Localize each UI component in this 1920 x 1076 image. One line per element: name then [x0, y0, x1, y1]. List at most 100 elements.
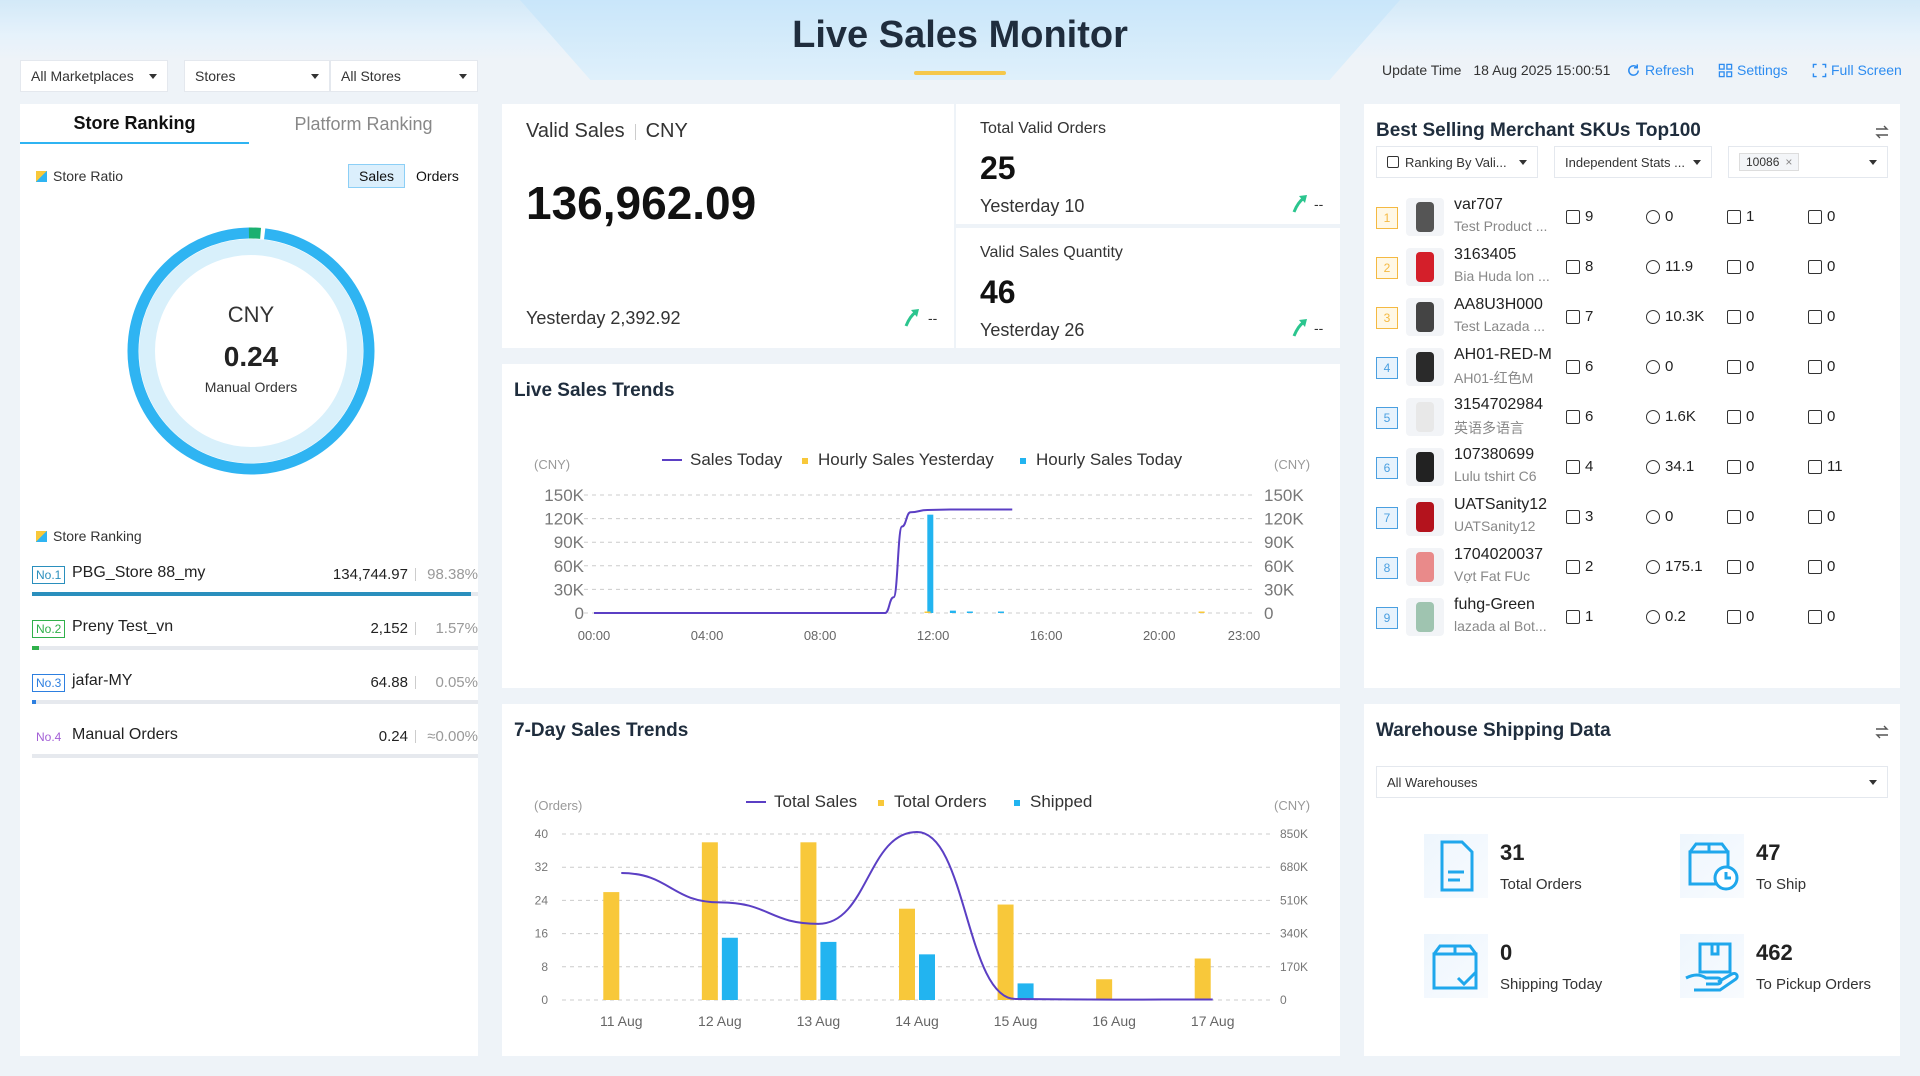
legend-label[interactable]: Sales Today [690, 450, 783, 469]
total-orders-card: Total Valid Orders 25 Yesterday 10 -- [956, 104, 1340, 224]
y-tick-left: 0 [541, 993, 548, 1007]
document-icon [1424, 834, 1488, 898]
refresh-button[interactable]: Refresh [1626, 60, 1694, 80]
refresh-icon [1628, 63, 1639, 76]
sku-stock-value: 1 [1746, 208, 1755, 225]
product-thumbnail [1406, 198, 1444, 236]
x-tick: 16:00 [1030, 628, 1063, 643]
stores-select[interactable]: All Stores [330, 60, 478, 92]
x-tick: 04:00 [691, 628, 724, 643]
close-icon[interactable]: × [1785, 155, 1793, 169]
rank-store-name: jafar-MY [72, 672, 133, 689]
sku-product-name: Test Lazada ... [1454, 318, 1546, 334]
warehouse-select[interactable]: All Warehouses [1376, 766, 1888, 798]
sku-row[interactable]: 7 UATSanity12 UATSanity12 3 0 0 0 [1376, 492, 1894, 542]
total-orders-change: -- [1314, 196, 1324, 212]
sku-return-value: 0 [1827, 558, 1836, 575]
sku-code: 1704020037 [1454, 546, 1543, 563]
legend-label[interactable]: Shipped [1030, 792, 1092, 811]
bar-shipped [721, 937, 738, 1000]
sku-stock-value: 0 [1746, 458, 1755, 475]
sku-row[interactable]: 3 AA8U3H000 Test Lazada ... 7 10.3K 0 0 [1376, 292, 1894, 342]
sku-return-metric: 0 [1808, 558, 1835, 575]
rank-store-value: 0.24 [378, 728, 408, 745]
y-tick-left: 120K [544, 510, 584, 529]
order-icon [1566, 609, 1580, 624]
sku-row[interactable]: 4 AH01-RED-M AH01-红色M 6 0 0 0 [1376, 342, 1894, 392]
legend-label[interactable]: Hourly Sales Yesterday [818, 450, 994, 469]
y-tick-right: 340K [1280, 927, 1308, 941]
bar-hourly-today [997, 611, 1004, 613]
swap-icon[interactable] [1874, 124, 1890, 140]
sku-stock-value: 0 [1746, 358, 1755, 375]
rank-store-name: Preny Test_vn [72, 618, 174, 635]
currency-icon [1646, 359, 1660, 374]
marketplace-select[interactable]: All Marketplaces [20, 60, 168, 92]
valid-sales-card: Valid Sales CNY 136,962.09 Yesterday 2,3… [502, 104, 954, 348]
sku-orders-metric: 6 [1566, 358, 1593, 375]
bar-total-orders [1096, 979, 1113, 1000]
sku-code: 3154702984 [1454, 396, 1543, 413]
rank-bar-fill [32, 592, 471, 596]
toggle-orders[interactable]: Orders [405, 164, 470, 188]
section-marker-icon [36, 530, 47, 542]
rank-store-pct: ≈0.00% [427, 728, 478, 745]
sku-row[interactable]: 6 107380699 Lulu tshirt C6 4 34.1 0 11 [1376, 442, 1894, 492]
valid-sales-value: 136,962.09 [526, 177, 757, 229]
seven-day-trends-panel: 7-Day Sales Trends (Orders) (CNY) Total Sa… [502, 704, 1340, 1056]
sku-orders-metric: 9 [1566, 208, 1593, 225]
total-sales-line [621, 831, 1213, 1001]
sku-stock-metric: 0 [1727, 408, 1754, 425]
sales-quantity-change: -- [1314, 320, 1324, 336]
sku-row[interactable]: 5 3154702984 英语多语言 6 1.6K 0 0 [1376, 392, 1894, 442]
chevron-down-icon [311, 73, 319, 79]
toggle-sales[interactable]: Sales [348, 164, 406, 188]
x-tick: 20:00 [1143, 628, 1176, 643]
bar-shipped [919, 954, 935, 1000]
sku-orders-metric: 1 [1566, 608, 1593, 625]
stores-select-value: All Stores [341, 68, 401, 84]
chevron-down-icon [1519, 159, 1527, 165]
fullscreen-button[interactable]: Full Screen [1812, 60, 1902, 80]
settings-button[interactable]: Settings [1718, 60, 1788, 80]
product-thumbnail [1406, 248, 1444, 286]
sku-orders-value: 8 [1585, 258, 1594, 275]
sku-orders-metric: 7 [1566, 308, 1593, 325]
x-tick: 08:00 [804, 628, 837, 643]
sku-code: var707 [1454, 196, 1503, 213]
tab-platform-ranking[interactable]: Platform Ranking [294, 113, 433, 134]
ranking-by-select[interactable]: Ranking By Vali... [1376, 146, 1538, 178]
legend-label[interactable]: Total Orders [894, 792, 987, 811]
y-tick-right: 0 [1280, 993, 1287, 1007]
sku-return-value: 0 [1827, 308, 1836, 325]
store-ratio-label: Store Ratio [53, 168, 124, 184]
chevron-down-icon [459, 73, 467, 79]
sku-sales-metric: 34.1 [1646, 458, 1694, 475]
stats-mode-select[interactable]: Independent Stats ... [1554, 146, 1712, 178]
sku-orders-metric: 4 [1566, 458, 1593, 475]
store-type-select[interactable]: Stores [184, 60, 330, 92]
sku-return-metric: 0 [1808, 258, 1835, 275]
x-tick: 12 Aug [698, 1013, 742, 1029]
tag-filter-select[interactable]: 10086 × [1728, 146, 1888, 178]
sku-return-metric: 0 [1808, 358, 1835, 375]
legend-label[interactable]: Hourly Sales Today [1036, 450, 1183, 469]
legend-label[interactable]: Total Sales [774, 792, 857, 811]
tab-store-ranking[interactable]: Store Ranking [20, 104, 249, 144]
sku-row[interactable]: 2 3163405 Bia Huda lon ... 8 11.9 0 0 [1376, 242, 1894, 292]
y-tick-right: 90K [1264, 533, 1295, 552]
wh-shipping-today-value: 0 [1500, 940, 1513, 965]
sku-row[interactable]: 8 1704020037 Vợt Fat FUc 2 175.1 0 0 [1376, 542, 1894, 592]
swap-icon[interactable] [1874, 724, 1890, 740]
valid-sales-label: Valid Sales [526, 120, 625, 142]
currency-icon [1646, 459, 1660, 474]
chevron-down-icon [1869, 159, 1877, 165]
sku-row[interactable]: 1 var707 Test Product ... 9 0 1 0 [1376, 192, 1894, 242]
sku-rank-index: 2 [1376, 257, 1398, 279]
sku-sales-metric: 10.3K [1646, 308, 1704, 325]
tag-icon [1808, 609, 1822, 624]
sku-product-name: 英语多语言 [1454, 420, 1524, 436]
store-ranking-row: No.4 Manual Orders 0.24 ≈0.00% [32, 714, 478, 764]
sku-row[interactable]: 9 fuhg-Green lazada al Bot... 1 0.2 0 0 [1376, 592, 1894, 642]
warehouse-shipping-panel: Warehouse Shipping Data All Warehouses 3… [1364, 704, 1900, 1056]
